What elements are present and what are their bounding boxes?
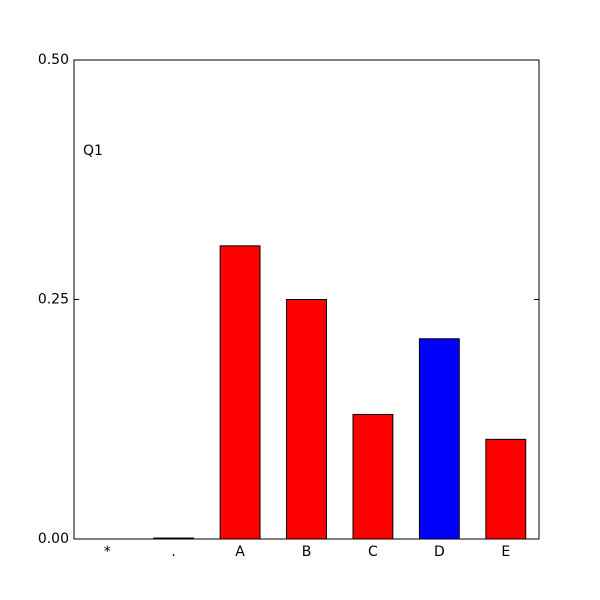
x-tick-label: . xyxy=(171,544,175,560)
y-tick-label: 0.50 xyxy=(38,52,69,68)
y-tick-label: 0.25 xyxy=(38,292,69,308)
x-tick-label: C xyxy=(368,544,378,560)
annotation: Q1 xyxy=(83,143,103,159)
bar xyxy=(219,245,261,540)
bar xyxy=(485,438,527,540)
x-tick-label: * xyxy=(104,544,111,560)
bar xyxy=(286,299,327,540)
x-tick-label: E xyxy=(501,544,510,560)
bar xyxy=(418,338,460,540)
x-tick-label: A xyxy=(235,544,245,560)
x-tick-label: D xyxy=(434,544,445,560)
bar xyxy=(352,413,394,540)
plot-frame xyxy=(73,59,540,540)
x-tick-label: B xyxy=(302,544,312,560)
y-tick-label: 0.00 xyxy=(38,531,69,547)
